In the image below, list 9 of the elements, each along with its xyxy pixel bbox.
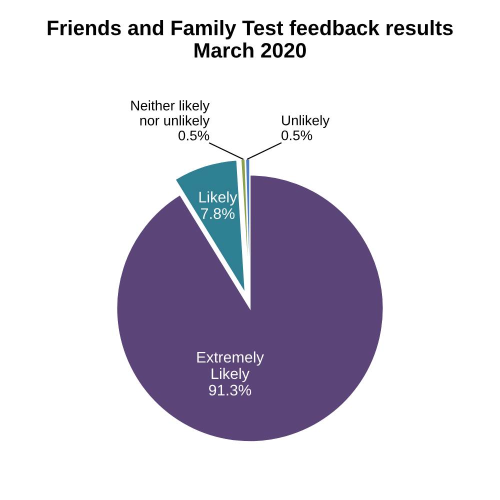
data-label: 0.5%	[282, 130, 312, 140]
slice-label: Extremely Likely	[197, 351, 264, 382]
slice-label: Neither likely nor unlikely	[131, 100, 210, 128]
chart-title: Friends and Family Test feedback results March 2020	[48, 20, 453, 58]
data-label: 0.5%	[178, 130, 210, 140]
slice-label: Likely	[199, 191, 238, 206]
data-label: 91.3%	[209, 384, 252, 396]
data-label: 7.8%	[201, 208, 235, 219]
slice-label: Unlikely	[282, 115, 330, 128]
